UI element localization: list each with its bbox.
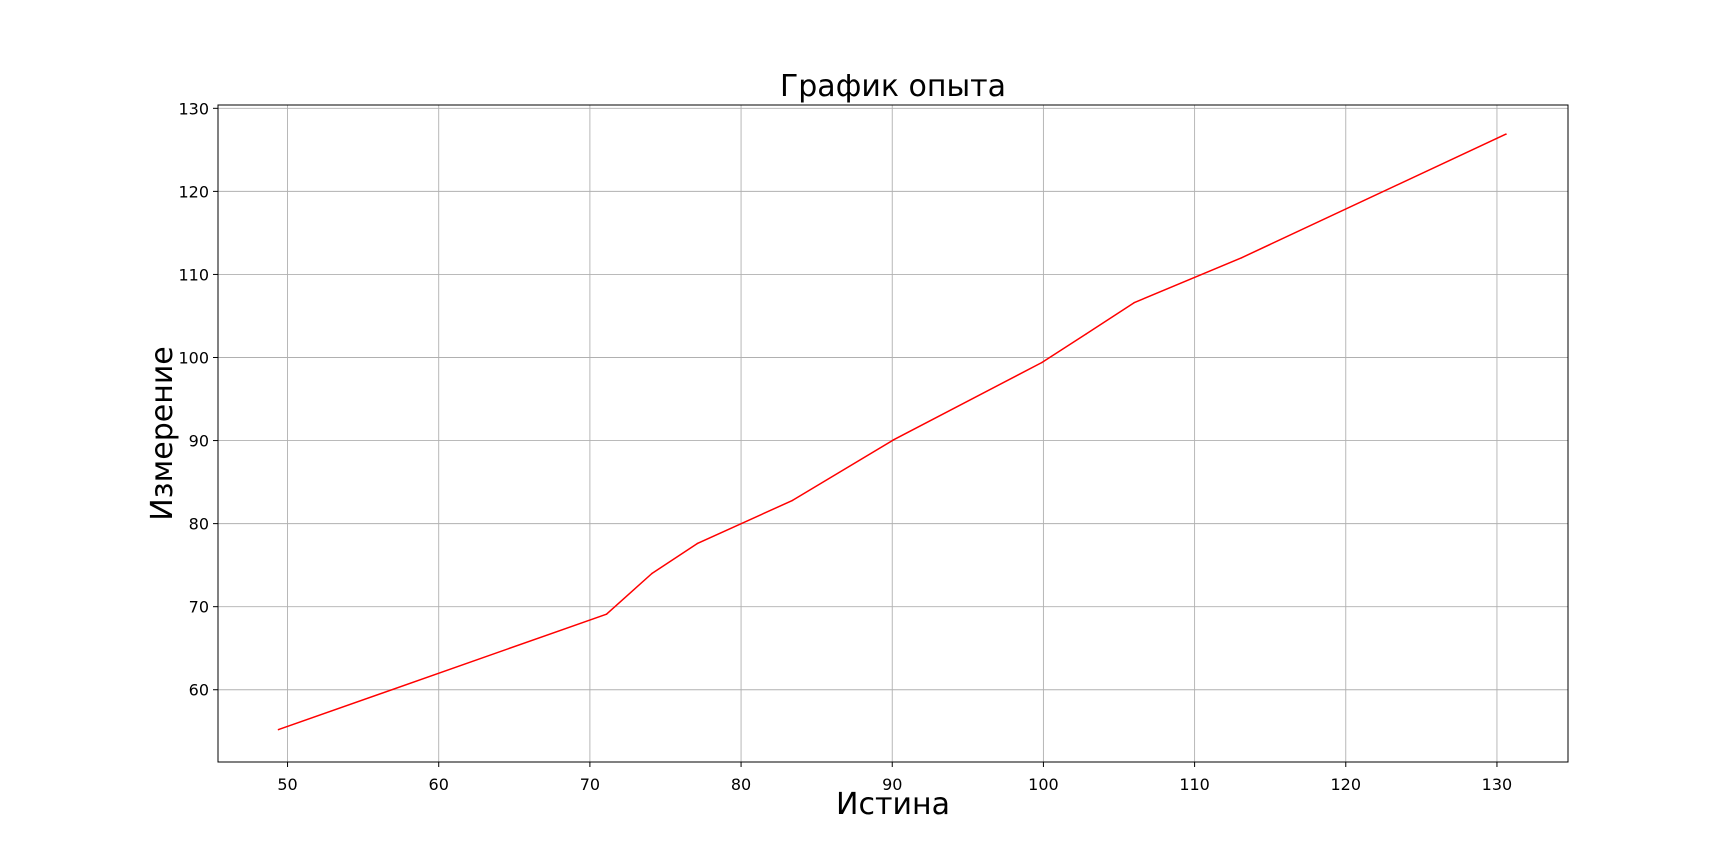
data-point bbox=[791, 499, 794, 502]
data-point bbox=[277, 728, 280, 731]
x-tick-label: 100 bbox=[1028, 775, 1059, 794]
plot-area-frame bbox=[217, 104, 1569, 763]
y-axis-label: Измерение bbox=[145, 346, 180, 521]
x-axis-label: Истина bbox=[836, 787, 950, 822]
y-tick-labels: 60 70 80 90 100 110 120 130 bbox=[178, 99, 209, 699]
y-tick-label: 80 bbox=[189, 515, 209, 534]
series-layer bbox=[277, 133, 1507, 731]
x-tick-label: 130 bbox=[1482, 775, 1513, 794]
tick-marks bbox=[213, 107, 1498, 767]
x-tick-label: 60 bbox=[429, 775, 449, 794]
data-point bbox=[696, 542, 698, 545]
x-tick-label: 110 bbox=[1179, 775, 1210, 794]
y-tick-label: 60 bbox=[189, 681, 209, 700]
x-tick-label: 80 bbox=[731, 775, 751, 794]
data-point bbox=[1041, 361, 1043, 364]
chart-title: График опыта bbox=[780, 69, 1006, 104]
y-tick-label: 100 bbox=[178, 349, 209, 368]
y-tick-label: 90 bbox=[189, 432, 209, 451]
y-tick-label: 110 bbox=[178, 265, 209, 284]
data-point bbox=[1240, 257, 1243, 259]
data-point bbox=[651, 572, 653, 575]
x-tick-label: 120 bbox=[1330, 775, 1361, 794]
y-tick-label: 120 bbox=[178, 182, 209, 201]
data-point bbox=[605, 613, 608, 615]
data-point bbox=[1133, 301, 1135, 304]
x-tick-label: 50 bbox=[277, 775, 297, 794]
data-point bbox=[1084, 333, 1087, 335]
x-tick-label: 90 bbox=[882, 775, 902, 794]
x-tick-labels: 50 60 70 80 90 100 110 120 130 bbox=[277, 775, 1512, 794]
x-tick-label: 70 bbox=[580, 775, 600, 794]
y-tick-label: 130 bbox=[178, 99, 209, 118]
data-point bbox=[1505, 133, 1507, 135]
y-tick-label: 70 bbox=[189, 598, 209, 617]
data-point bbox=[893, 438, 895, 441]
grid-lines bbox=[218, 105, 1568, 762]
